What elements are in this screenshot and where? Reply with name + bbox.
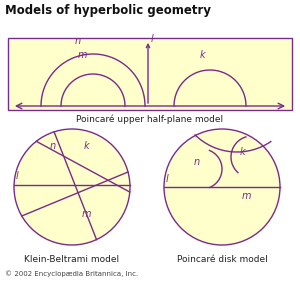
Text: Poincaré disk model: Poincaré disk model: [177, 255, 267, 264]
Text: m: m: [82, 209, 92, 219]
Circle shape: [14, 129, 130, 245]
Text: k: k: [240, 147, 246, 157]
Text: l: l: [151, 34, 154, 44]
Text: k: k: [84, 141, 90, 151]
Text: m: m: [242, 191, 251, 201]
Text: l: l: [16, 171, 19, 181]
Text: l: l: [166, 174, 169, 184]
Circle shape: [164, 129, 280, 245]
Text: n: n: [194, 157, 200, 167]
Text: Klein-Beltrami model: Klein-Beltrami model: [24, 255, 120, 264]
Text: n: n: [75, 36, 81, 46]
Text: Models of hyperbolic geometry: Models of hyperbolic geometry: [5, 4, 211, 17]
Text: n: n: [50, 141, 56, 151]
Bar: [8, 38, 292, 110]
Text: Poincaré upper half-plane model: Poincaré upper half-plane model: [76, 114, 224, 124]
Text: k: k: [200, 50, 206, 60]
Text: © 2002 Encyclopædia Britannica, Inc.: © 2002 Encyclopædia Britannica, Inc.: [5, 270, 138, 277]
Text: m: m: [78, 50, 88, 60]
